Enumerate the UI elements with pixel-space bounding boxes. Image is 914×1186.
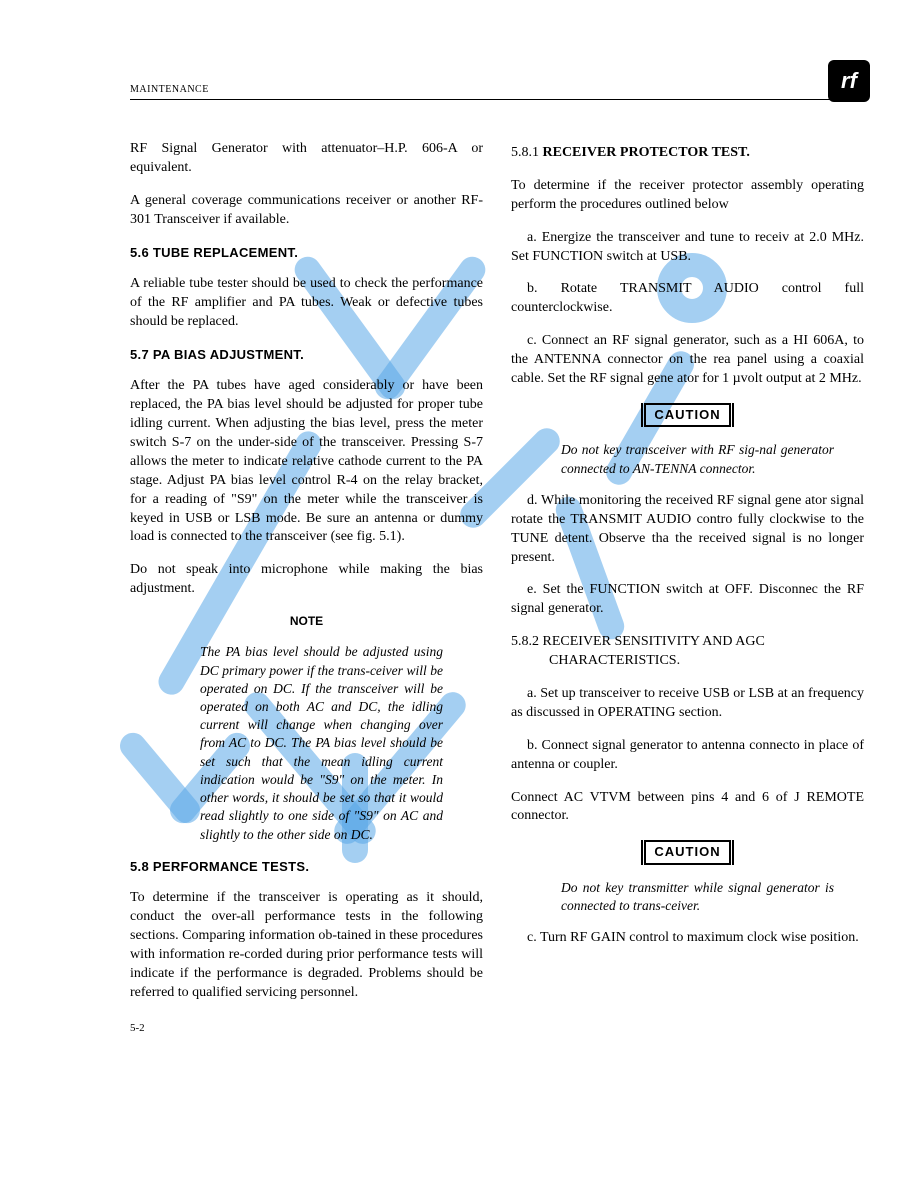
section-heading-5-6: 5.6 TUBE REPLACEMENT. — [130, 244, 483, 262]
caution-body: Do not key transceiver with RF sig-nal g… — [561, 441, 834, 477]
heading-number: 5.8.2 — [511, 634, 539, 649]
rf-logo-text: rf — [841, 68, 857, 94]
paragraph: A general coverage communications receiv… — [130, 192, 483, 230]
step-c-582: c. Turn RF GAIN control to maximum clock… — [511, 929, 864, 948]
section-heading-5-8-1: 5.8.1 RECEIVER PROTECTOR TEST. — [511, 144, 864, 163]
step-a-582: a. Set up transceiver to receive USB or … — [511, 685, 864, 723]
note-body: The PA bias level should be adjusted usi… — [200, 643, 443, 843]
heading-number: 5.8.1 — [511, 145, 539, 160]
left-column: RF Signal Generator with attenuator–H.P.… — [130, 140, 483, 1049]
page-header: MAINTENANCE rf — [130, 70, 864, 100]
rf-logo: rf — [828, 60, 870, 102]
paragraph: Do not speak into microphone while makin… — [130, 561, 483, 599]
header-section-label: MAINTENANCE — [130, 84, 209, 95]
heading-title-line2: CHARACTERISTICS. — [549, 652, 864, 671]
heading-title-line1: RECEIVER SENSITIVITY AND AGC — [543, 634, 765, 649]
step-b-582: b. Connect signal generator to antenna c… — [511, 737, 864, 775]
paragraph: RF Signal Generator with attenuator–H.P.… — [130, 140, 483, 178]
section-heading-5-7: 5.7 PA BIAS ADJUSTMENT. — [130, 346, 483, 364]
paragraph: To determine if the transceiver is opera… — [130, 889, 483, 1002]
paragraph: A reliable tube tester should be used to… — [130, 275, 483, 332]
note-label: NOTE — [130, 613, 483, 629]
page-container: MAINTENANCE rf RF Signal Generator with … — [130, 70, 864, 1049]
section-heading-5-8: 5.8 PERFORMANCE TESTS. — [130, 858, 483, 876]
step-b: b. Rotate TRANSMIT AUDIO control full co… — [511, 280, 864, 318]
step-d: d. While monitoring the received RF sign… — [511, 492, 864, 568]
step-c: c. Connect an RF signal generator, such … — [511, 332, 864, 389]
step-e: e. Set the FUNCTION switch at OFF. Disco… — [511, 581, 864, 619]
two-column-body: RF Signal Generator with attenuator–H.P.… — [130, 140, 864, 1049]
caution-label-box: CAUTION — [644, 840, 730, 865]
step-a: a. Energize the transceiver and tune to … — [511, 229, 864, 267]
paragraph: Connect AC VTVM between pins 4 and 6 of … — [511, 789, 864, 827]
right-column: 5.8.1 RECEIVER PROTECTOR TEST. To determ… — [511, 140, 864, 1049]
caution-label-box: CAUTION — [644, 403, 730, 428]
paragraph: After the PA tubes have aged considerabl… — [130, 377, 483, 547]
heading-title: RECEIVER PROTECTOR TEST. — [543, 145, 750, 160]
page-number: 5-2 — [130, 1021, 483, 1036]
caution-body: Do not key transmitter while signal gene… — [561, 879, 834, 915]
paragraph: To determine if the receiver protector a… — [511, 177, 864, 215]
section-heading-5-8-2: 5.8.2 RECEIVER SENSITIVITY AND AGC CHARA… — [511, 633, 864, 671]
